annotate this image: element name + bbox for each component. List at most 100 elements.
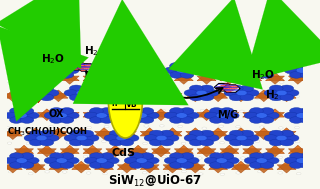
Circle shape [85,135,99,141]
Circle shape [144,90,158,96]
Polygon shape [26,128,45,136]
Polygon shape [106,76,125,84]
Circle shape [176,158,187,163]
Polygon shape [37,109,56,117]
Circle shape [250,117,263,123]
Circle shape [220,117,234,123]
Circle shape [130,162,143,168]
Polygon shape [243,112,262,121]
Polygon shape [29,74,39,97]
Circle shape [184,135,198,141]
Circle shape [100,63,114,69]
Circle shape [210,117,223,123]
Circle shape [28,173,33,175]
Circle shape [178,125,183,128]
Circle shape [229,130,243,137]
Polygon shape [209,90,228,98]
Polygon shape [197,76,216,84]
Circle shape [120,139,134,146]
Circle shape [143,64,148,66]
Polygon shape [49,165,68,173]
Polygon shape [209,131,228,139]
Circle shape [90,63,103,69]
Polygon shape [37,76,56,84]
Circle shape [165,90,179,96]
Circle shape [244,112,258,119]
Circle shape [109,85,123,92]
Polygon shape [72,128,91,136]
Circle shape [43,81,48,83]
Circle shape [170,162,183,168]
Circle shape [90,162,103,168]
Circle shape [136,158,147,163]
Polygon shape [266,76,284,84]
Polygon shape [197,73,216,81]
Polygon shape [220,73,239,81]
Polygon shape [69,62,87,70]
Circle shape [7,142,12,144]
Polygon shape [220,145,239,153]
Polygon shape [186,128,205,136]
Polygon shape [277,128,296,136]
Circle shape [180,153,194,160]
Polygon shape [220,76,239,84]
Circle shape [83,94,88,96]
Circle shape [10,162,23,168]
Polygon shape [174,149,193,157]
Circle shape [300,71,314,78]
Circle shape [56,113,67,118]
Polygon shape [3,131,22,139]
Circle shape [269,130,283,137]
Circle shape [156,135,167,141]
Polygon shape [277,165,296,173]
Circle shape [60,162,74,168]
Circle shape [250,153,263,160]
Circle shape [276,96,280,98]
Circle shape [180,156,185,159]
Circle shape [25,67,39,74]
Circle shape [297,80,301,82]
Circle shape [64,64,69,67]
Polygon shape [209,165,228,173]
Polygon shape [243,149,262,157]
Polygon shape [266,73,284,81]
Circle shape [124,67,138,74]
Circle shape [124,156,129,158]
Circle shape [200,130,214,137]
Circle shape [25,80,29,82]
Polygon shape [254,90,273,98]
Circle shape [87,64,92,66]
Polygon shape [15,145,34,153]
Circle shape [198,173,203,175]
Circle shape [124,110,129,113]
Circle shape [104,81,109,83]
Text: VB: VB [126,100,138,108]
Circle shape [240,85,254,92]
Circle shape [285,135,299,141]
Circle shape [140,96,144,98]
Circle shape [295,112,299,114]
Circle shape [240,94,254,101]
Polygon shape [277,131,296,139]
Text: H$_2$: H$_2$ [84,45,99,58]
Circle shape [160,94,174,101]
Circle shape [276,66,280,68]
Polygon shape [243,73,262,81]
Polygon shape [186,165,205,173]
Polygon shape [106,112,125,121]
Circle shape [210,63,223,69]
Polygon shape [37,112,56,121]
Polygon shape [106,149,125,157]
Polygon shape [26,165,45,173]
Circle shape [244,67,258,74]
Circle shape [90,117,103,123]
Circle shape [102,66,107,69]
Circle shape [86,172,91,174]
Polygon shape [151,112,171,121]
Circle shape [305,157,319,164]
Polygon shape [38,82,46,102]
Circle shape [163,94,168,97]
Circle shape [36,135,47,141]
Polygon shape [197,109,216,117]
Circle shape [126,140,130,142]
